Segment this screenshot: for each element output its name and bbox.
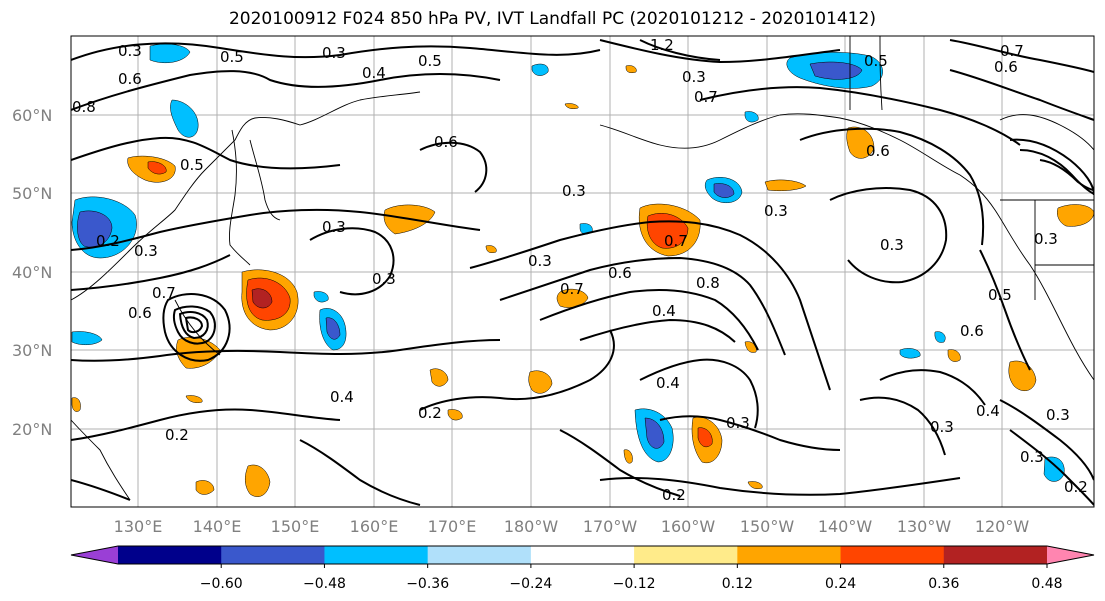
- lon-label: 120°W: [975, 517, 1030, 536]
- contour-label: 0.5: [988, 286, 1012, 304]
- colorbar-tick-label: −0.12: [613, 576, 656, 592]
- contour-label: 0.6: [960, 322, 984, 340]
- contour-label: 0.4: [652, 302, 676, 320]
- contour-label: 0.4: [976, 402, 1000, 420]
- colorbar-segment: [324, 546, 429, 564]
- pv-contours: [71, 39, 1094, 506]
- colorbar-tick-label: 0.36: [928, 576, 959, 592]
- colorbar-tick-label: −0.36: [406, 576, 449, 592]
- lon-label: 140°E: [193, 517, 242, 536]
- contour-label: 0.8: [72, 98, 96, 116]
- longitude-labels: 130°E 140°E 150°E 160°E 170°E 180°W 170°…: [114, 517, 1030, 536]
- contour-label: 0.6: [118, 70, 142, 88]
- lon-label: 130°E: [114, 517, 163, 536]
- contour-label: 0.3: [322, 44, 346, 62]
- coastlines: [71, 36, 1094, 501]
- contour-label: 0.5: [220, 48, 244, 66]
- colorbar-segment: [634, 546, 738, 564]
- contour-label: 0.6: [608, 264, 632, 282]
- contour-label: 0.6: [866, 142, 890, 160]
- lat-label: 50°N: [12, 184, 52, 203]
- lon-label: 160°E: [350, 517, 399, 536]
- lat-label: 20°N: [12, 420, 52, 439]
- contour-label: 0.5: [864, 52, 888, 70]
- contour-label: 0.7: [664, 232, 688, 250]
- contour-label: 0.3: [880, 236, 904, 254]
- lon-label: 180°W: [504, 517, 559, 536]
- colorbar-segments: [71, 546, 1094, 564]
- contour-label: 0.2: [662, 486, 686, 504]
- contour-label: 0.3: [372, 270, 396, 288]
- colorbar-segment: [118, 546, 222, 564]
- contour-label: 0.4: [330, 388, 354, 406]
- colorbar-segment: [221, 546, 325, 564]
- contour-label: 0.7: [1000, 42, 1024, 60]
- contour-label: 0.7: [152, 284, 176, 302]
- colorbar-segment: [530, 546, 635, 564]
- lat-label: 40°N: [12, 263, 52, 282]
- contour-label: 0.2: [1064, 478, 1088, 496]
- contour-label: 1.2: [650, 36, 674, 54]
- lon-label: 170°E: [428, 517, 477, 536]
- contour-labels: 0.3 0.5 0.3 0.4 0.5 0.6 0.8 0.6 0.5 0.3 …: [72, 36, 1088, 504]
- contour-label: 0.3: [930, 418, 954, 436]
- lon-label: 150°W: [740, 517, 795, 536]
- colorbar-outline: [70, 545, 1095, 565]
- contour-label: 0.6: [128, 304, 152, 322]
- colorbar-tick-label: −0.60: [200, 576, 243, 592]
- contour-label: 0.3: [322, 218, 346, 236]
- map-frame: [70, 35, 1095, 508]
- colorbar-tick-label: 0.48: [1031, 576, 1062, 592]
- contour-label: 0.3: [118, 42, 142, 60]
- colorbar-segment: [943, 546, 1048, 564]
- contour-label: 0.3: [764, 202, 788, 220]
- lat-lon-gridlines: [71, 36, 1094, 507]
- lon-label: 170°W: [583, 517, 638, 536]
- lat-label: 30°N: [12, 341, 52, 360]
- contour-label: 0.2: [418, 404, 442, 422]
- ivt-shading: [71, 43, 1094, 497]
- colorbar-extend-low: [71, 546, 118, 564]
- colorbar-ticks: −0.60 −0.48 −0.36 −0.24 −0.12 0.12 0.24 0.36 0.4…: [200, 564, 1063, 592]
- contour-label: 0.6: [994, 58, 1018, 76]
- contour-label: 0.3: [562, 182, 586, 200]
- contour-label: 0.5: [180, 156, 204, 174]
- contour-label: 0.7: [694, 88, 718, 106]
- lon-label: 130°W: [897, 517, 952, 536]
- colorbar-tick-label: −0.24: [509, 576, 552, 592]
- contour-label: 0.8: [696, 274, 720, 292]
- colorbar-extend-high: [1047, 546, 1094, 564]
- lon-label: 140°W: [818, 517, 873, 536]
- colorbar: −0.60 −0.48 −0.36 −0.24 −0.12 0.12 0.24 0.36 0.4…: [70, 545, 1095, 592]
- map-title: 2020100912 F024 850 hPa PV, IVT Landfall…: [228, 9, 876, 29]
- contour-label: 0.7: [560, 280, 584, 298]
- contour-label: 0.6: [434, 133, 458, 151]
- lon-label: 150°E: [271, 517, 320, 536]
- contour-label: 0.4: [362, 64, 386, 82]
- contour-label: 0.3: [682, 68, 706, 86]
- colorbar-tick-label: −0.48: [303, 576, 346, 592]
- lat-label: 60°N: [12, 106, 52, 125]
- contour-label: 0.2: [165, 426, 189, 444]
- latitude-labels: 60°N 50°N 40°N 30°N 20°N: [12, 106, 52, 439]
- colorbar-segment: [840, 546, 945, 564]
- contour-label: 0.3: [1046, 406, 1070, 424]
- lon-label: 160°W: [661, 517, 716, 536]
- contour-label: 0.3: [528, 252, 552, 270]
- contour-label: 0.2: [96, 232, 120, 250]
- contour-label: 0.3: [134, 242, 158, 260]
- colorbar-segment: [737, 546, 842, 564]
- colorbar-segment: [427, 546, 532, 564]
- contour-label: 0.5: [418, 52, 442, 70]
- colorbar-tick-label: 0.12: [722, 576, 753, 592]
- contour-label: 0.3: [1034, 230, 1058, 248]
- contour-label: 0.3: [1020, 448, 1044, 466]
- colorbar-tick-label: 0.24: [825, 576, 856, 592]
- contour-label: 0.4: [656, 374, 680, 392]
- contour-label: 0.3: [726, 414, 750, 432]
